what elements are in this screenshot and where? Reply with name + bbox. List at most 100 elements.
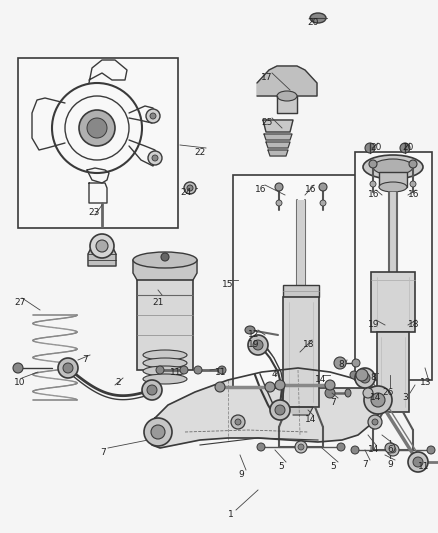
Circle shape bbox=[319, 183, 327, 191]
Polygon shape bbox=[277, 96, 297, 113]
Polygon shape bbox=[257, 66, 317, 96]
Ellipse shape bbox=[275, 380, 285, 390]
Circle shape bbox=[408, 452, 428, 472]
Text: 21: 21 bbox=[152, 298, 163, 307]
Text: 14: 14 bbox=[368, 445, 379, 454]
Polygon shape bbox=[289, 407, 313, 415]
Circle shape bbox=[142, 380, 162, 400]
Circle shape bbox=[144, 418, 172, 446]
Circle shape bbox=[151, 425, 165, 439]
Circle shape bbox=[90, 234, 114, 258]
Circle shape bbox=[370, 181, 376, 187]
Ellipse shape bbox=[351, 446, 359, 454]
Ellipse shape bbox=[379, 182, 407, 192]
Ellipse shape bbox=[215, 382, 225, 392]
Bar bbox=[377, 332, 409, 412]
Bar bbox=[297, 200, 305, 290]
Circle shape bbox=[390, 447, 396, 453]
Ellipse shape bbox=[143, 374, 187, 384]
Circle shape bbox=[356, 369, 368, 381]
Text: 1: 1 bbox=[228, 510, 234, 519]
Circle shape bbox=[96, 240, 108, 252]
Circle shape bbox=[184, 182, 196, 194]
Circle shape bbox=[58, 358, 78, 378]
Circle shape bbox=[187, 185, 193, 191]
Text: 5: 5 bbox=[330, 462, 336, 471]
Text: 9: 9 bbox=[238, 470, 244, 479]
Ellipse shape bbox=[350, 371, 358, 379]
Polygon shape bbox=[268, 150, 288, 156]
Polygon shape bbox=[264, 134, 292, 140]
Text: 11: 11 bbox=[215, 368, 226, 377]
Polygon shape bbox=[89, 183, 107, 203]
Polygon shape bbox=[129, 106, 155, 123]
Text: 16: 16 bbox=[255, 185, 266, 194]
Text: 7: 7 bbox=[362, 460, 368, 469]
Circle shape bbox=[369, 160, 377, 168]
Text: 11: 11 bbox=[170, 368, 181, 377]
Circle shape bbox=[371, 393, 385, 407]
Text: 17: 17 bbox=[261, 73, 272, 82]
Polygon shape bbox=[32, 98, 65, 150]
Text: 19: 19 bbox=[368, 320, 379, 329]
Circle shape bbox=[275, 405, 285, 415]
Circle shape bbox=[276, 200, 282, 206]
Ellipse shape bbox=[337, 443, 345, 451]
Circle shape bbox=[385, 443, 395, 453]
Text: 22: 22 bbox=[194, 148, 205, 157]
Ellipse shape bbox=[265, 382, 275, 392]
Bar bbox=[379, 172, 407, 187]
Text: 10: 10 bbox=[14, 378, 25, 387]
Circle shape bbox=[298, 444, 304, 450]
Circle shape bbox=[87, 118, 107, 138]
Ellipse shape bbox=[194, 366, 202, 374]
Circle shape bbox=[146, 109, 160, 123]
Text: 24: 24 bbox=[180, 188, 191, 197]
Text: 2: 2 bbox=[115, 378, 120, 387]
Bar bbox=[18, 58, 178, 228]
Bar bbox=[355, 152, 432, 380]
Circle shape bbox=[235, 419, 241, 425]
Text: 14: 14 bbox=[370, 393, 381, 402]
Text: 11: 11 bbox=[418, 462, 430, 471]
Ellipse shape bbox=[277, 91, 297, 101]
Polygon shape bbox=[133, 260, 197, 280]
Circle shape bbox=[413, 457, 423, 467]
Circle shape bbox=[231, 415, 245, 429]
Text: 16: 16 bbox=[305, 185, 317, 194]
Circle shape bbox=[147, 385, 157, 395]
Ellipse shape bbox=[352, 359, 360, 367]
Text: 20: 20 bbox=[402, 143, 413, 152]
Circle shape bbox=[360, 373, 370, 383]
Circle shape bbox=[248, 335, 268, 355]
Polygon shape bbox=[266, 142, 290, 148]
Polygon shape bbox=[129, 140, 157, 166]
Bar bbox=[137, 280, 193, 370]
Bar bbox=[389, 192, 397, 282]
Circle shape bbox=[410, 181, 416, 187]
Ellipse shape bbox=[156, 366, 164, 374]
Circle shape bbox=[270, 400, 290, 420]
Circle shape bbox=[372, 419, 378, 425]
Text: 7: 7 bbox=[82, 355, 88, 364]
Text: 9: 9 bbox=[387, 460, 393, 469]
Ellipse shape bbox=[400, 143, 410, 153]
Text: 6: 6 bbox=[387, 445, 393, 454]
Polygon shape bbox=[88, 246, 116, 266]
Circle shape bbox=[320, 200, 326, 206]
Circle shape bbox=[150, 113, 156, 119]
Text: 19: 19 bbox=[248, 340, 259, 349]
Ellipse shape bbox=[245, 326, 255, 334]
Ellipse shape bbox=[373, 159, 413, 175]
Ellipse shape bbox=[325, 380, 335, 390]
Polygon shape bbox=[89, 60, 127, 83]
Bar bbox=[283, 285, 319, 297]
Ellipse shape bbox=[143, 350, 187, 360]
Circle shape bbox=[295, 441, 307, 453]
Polygon shape bbox=[87, 168, 109, 183]
Text: 18: 18 bbox=[408, 320, 420, 329]
Polygon shape bbox=[148, 368, 382, 448]
Circle shape bbox=[79, 110, 115, 146]
Ellipse shape bbox=[143, 358, 187, 368]
Text: 13: 13 bbox=[420, 378, 431, 387]
